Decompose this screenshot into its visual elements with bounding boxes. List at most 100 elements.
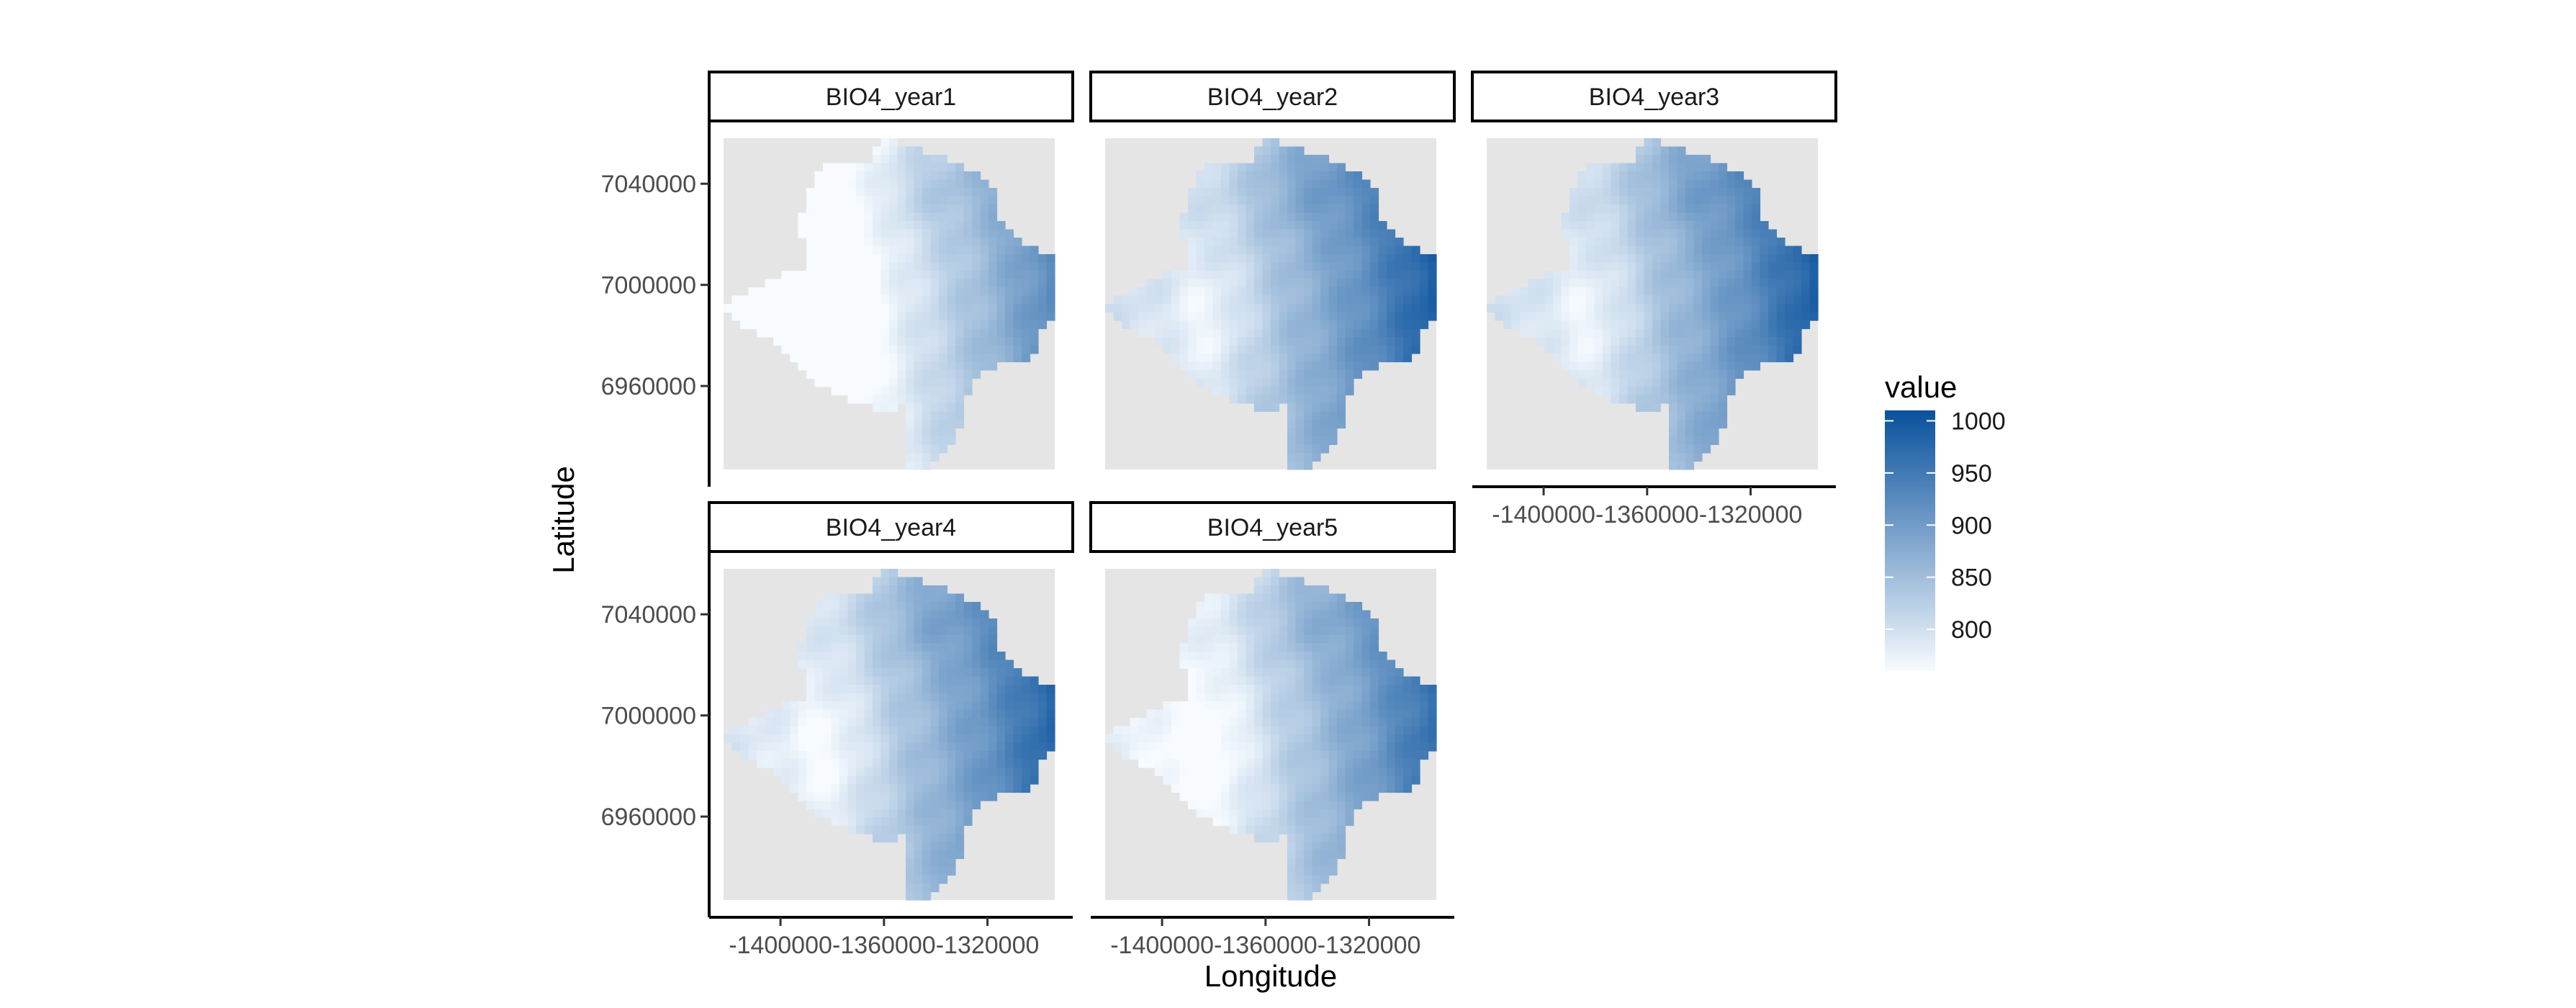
raster-cell (1636, 361, 1645, 371)
raster-cell (972, 196, 981, 205)
raster-cell (939, 701, 948, 711)
raster-cell (1295, 155, 1305, 164)
raster-cell (1370, 768, 1379, 777)
raster-cell (1320, 858, 1330, 868)
raster-cell (1212, 718, 1222, 727)
raster-cell (939, 751, 948, 760)
raster-cell (1204, 626, 1214, 636)
raster-cell (773, 312, 783, 321)
raster-cell (806, 792, 816, 801)
raster-cell (914, 238, 923, 247)
raster-cell (1536, 312, 1546, 321)
raster-cell (1013, 295, 1022, 305)
raster-cell (963, 618, 973, 628)
raster-cell (1594, 328, 1603, 338)
raster-cell (1254, 626, 1264, 636)
raster-cell (922, 825, 932, 834)
raster-cell (1776, 354, 1785, 363)
raster-cell (914, 179, 923, 189)
raster-cell (1411, 312, 1420, 321)
raster-cell (1719, 320, 1728, 330)
raster-cell (914, 453, 923, 462)
raster-cell (1677, 328, 1686, 338)
raster-cell (897, 768, 906, 777)
raster-cell (1752, 337, 1761, 346)
raster-cell (1785, 254, 1794, 264)
raster-cell (1428, 287, 1437, 297)
raster-cell (856, 660, 865, 669)
raster-cell (1238, 626, 1247, 636)
raster-cell (1710, 304, 1719, 313)
raster-cell (955, 196, 965, 205)
raster-cell (1577, 212, 1587, 222)
raster-cell (1196, 312, 1205, 321)
raster-cell (1155, 312, 1164, 321)
raster-cell (831, 693, 840, 702)
raster-cell (1520, 295, 1529, 305)
raster-cell (823, 626, 832, 636)
raster-cell (1254, 179, 1264, 189)
raster-cell (1271, 726, 1280, 735)
raster-cell (1238, 179, 1247, 189)
raster-cell (1603, 370, 1612, 379)
raster-cell (1262, 577, 1271, 586)
raster-cell (1287, 204, 1297, 214)
raster-cell (963, 345, 973, 354)
raster-cell (1196, 792, 1205, 801)
raster-cell (1693, 304, 1703, 313)
raster-cell (873, 718, 882, 727)
raster-cell (873, 784, 882, 793)
raster-cell (922, 279, 932, 288)
raster-cell (847, 204, 857, 214)
raster-cell (1188, 742, 1197, 752)
raster-cell (939, 668, 948, 678)
raster-cell (881, 569, 890, 578)
raster-cell (1693, 271, 1703, 280)
raster-cell (1611, 246, 1620, 255)
raster-cell (1013, 685, 1022, 694)
raster-cell (1395, 246, 1404, 255)
raster-cell (980, 751, 989, 760)
raster-cell (864, 718, 873, 727)
raster-cell (1271, 361, 1280, 371)
raster-cell (1138, 304, 1148, 313)
raster-cell (1046, 734, 1055, 744)
raster-cell (1279, 676, 1288, 685)
raster-cell (1752, 212, 1761, 222)
raster-cell (1387, 742, 1396, 752)
raster-cell (1354, 221, 1363, 230)
raster-cell (1652, 370, 1662, 379)
raster-cell (1411, 676, 1420, 685)
raster-cell (798, 229, 807, 238)
raster-cell (873, 287, 882, 297)
raster-cell (1212, 809, 1222, 818)
raster-cell (847, 320, 857, 330)
raster-cell (1304, 354, 1313, 363)
raster-cell (1619, 262, 1629, 271)
raster-cell (906, 221, 915, 230)
raster-cell (1030, 742, 1039, 752)
raster-cell (914, 229, 923, 238)
raster-cell (1354, 354, 1363, 363)
raster-cell (798, 643, 807, 652)
raster-cell (897, 718, 906, 727)
raster-cell (1295, 171, 1305, 181)
raster-cell (823, 784, 832, 793)
raster-cell (930, 163, 940, 172)
raster-cell (914, 304, 923, 313)
raster-cell (1212, 784, 1222, 793)
raster-cell (1304, 593, 1313, 603)
raster-cell (1395, 337, 1404, 346)
raster-cell (1570, 238, 1579, 247)
raster-cell (1295, 775, 1305, 785)
raster-cell (1304, 792, 1313, 801)
raster-cell (1246, 660, 1255, 669)
raster-cell (1345, 254, 1354, 264)
raster-cell (1196, 693, 1205, 702)
raster-cell (930, 304, 940, 313)
raster-cell (947, 618, 956, 628)
raster-cell (814, 271, 824, 280)
raster-cell (831, 734, 840, 744)
raster-cell (889, 337, 899, 346)
raster-cell (1544, 320, 1554, 330)
